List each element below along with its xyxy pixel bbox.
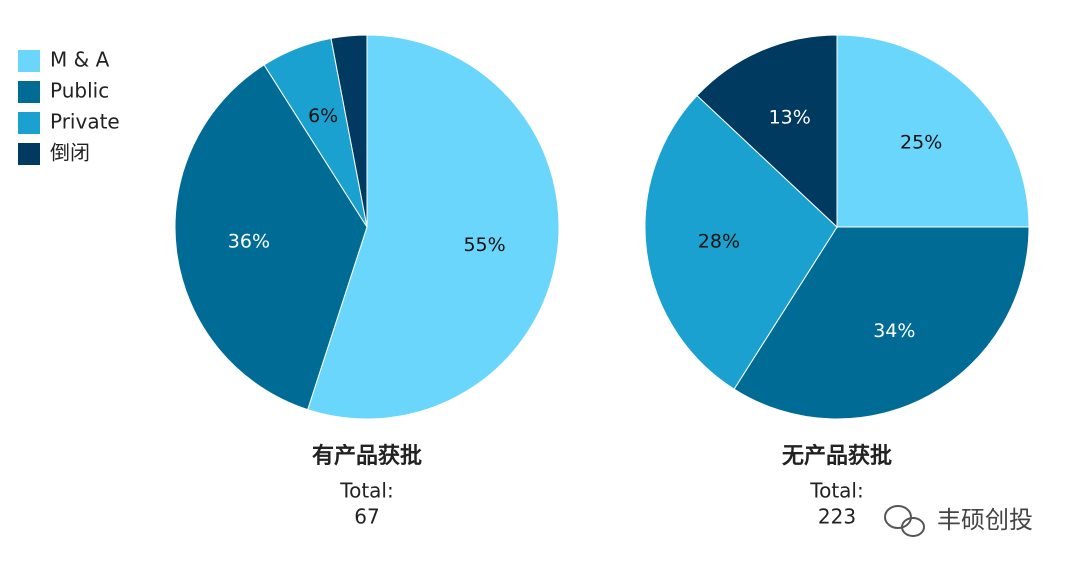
- legend-swatch: [18, 143, 40, 165]
- legend-label: M & A: [50, 48, 110, 72]
- pie-slice: [733, 226, 1030, 420]
- pie-slice: [330, 34, 368, 228]
- slice-label: 36%: [228, 230, 270, 252]
- legend-label: 倒闭: [50, 141, 90, 165]
- total-value: 67: [354, 505, 379, 529]
- legend-label: Public: [50, 79, 109, 103]
- total-value: 223: [818, 505, 856, 529]
- slice-label: 28%: [698, 230, 740, 252]
- pie-slice: [174, 64, 368, 411]
- pie-slice: [836, 34, 1030, 228]
- pie-slice: [307, 34, 560, 420]
- slice-label: 34%: [873, 320, 915, 342]
- pie-slice: [696, 34, 838, 229]
- slice-label: 13%: [769, 106, 811, 128]
- slice-label: 6%: [308, 105, 338, 127]
- pie-slice: [644, 94, 838, 390]
- legend-label: Private: [50, 110, 120, 134]
- legend-swatch: [18, 50, 40, 72]
- total-label: Total:: [809, 479, 863, 503]
- slice-label: 25%: [900, 131, 942, 153]
- watermark: 丰硕创投: [937, 506, 1033, 534]
- legend-swatch: [18, 112, 40, 134]
- legend-swatch: [18, 81, 40, 103]
- total-label: Total:: [339, 479, 393, 503]
- slice-label: 55%: [463, 234, 505, 256]
- watermark-icon: [884, 505, 925, 537]
- chart-title: 无产品获批: [782, 444, 892, 469]
- chart-title: 有产品获批: [312, 443, 422, 469]
